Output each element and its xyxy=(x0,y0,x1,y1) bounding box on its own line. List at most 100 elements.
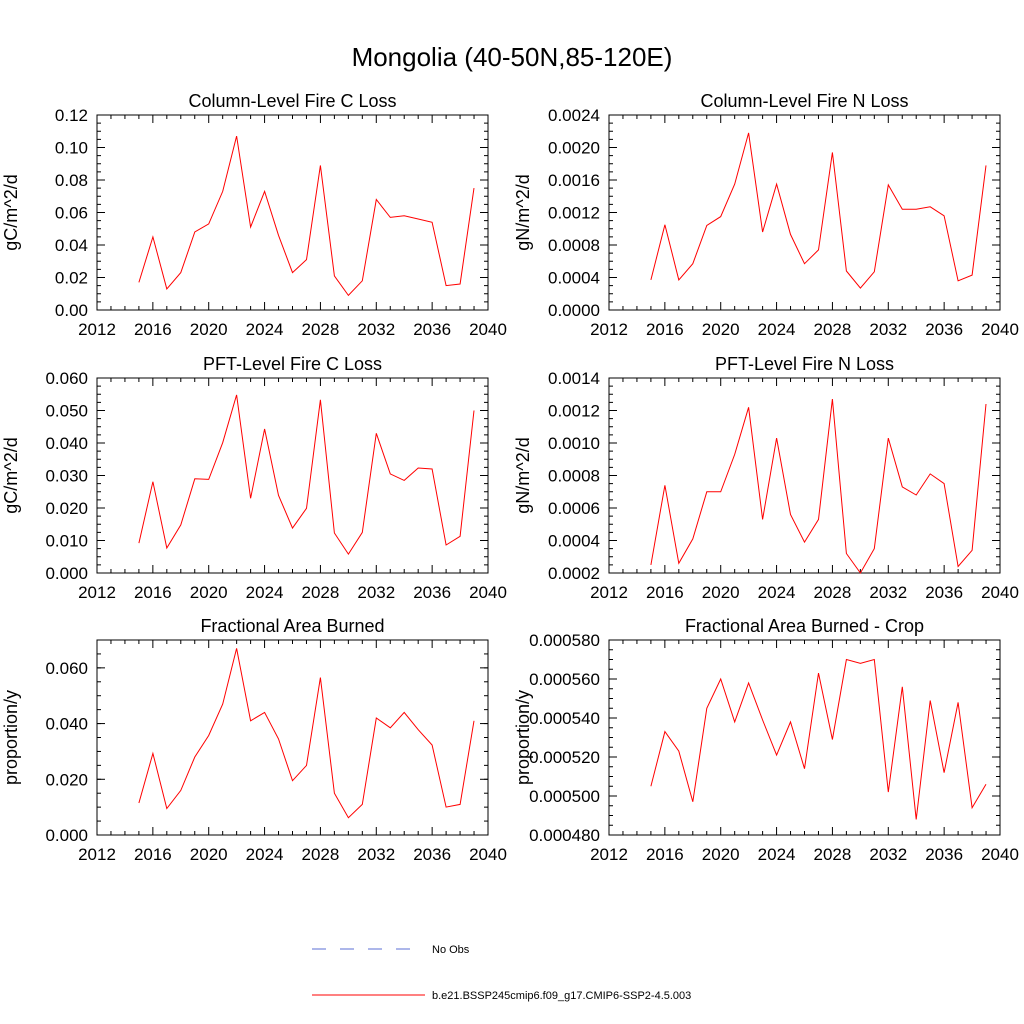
y-tick-label: 0.0020 xyxy=(548,139,600,158)
y-tick-label: 0.0016 xyxy=(548,171,600,190)
y-tick-label: 0.000500 xyxy=(529,787,600,806)
x-tick-label: 2016 xyxy=(646,583,684,602)
x-tick-label: 2040 xyxy=(469,320,507,339)
x-tick-label: 2040 xyxy=(981,845,1019,864)
series-line xyxy=(138,394,475,556)
x-tick-label: 2032 xyxy=(869,583,907,602)
x-tick-label: 2020 xyxy=(702,845,740,864)
x-tick-label: 2012 xyxy=(590,320,628,339)
x-tick-label: 2012 xyxy=(590,845,628,864)
chart-panel-5: 2012 2016 2020 2024 2028 2032 2036 2040 0.000 0.0… xyxy=(1,616,507,864)
y-tick-label: 0.060 xyxy=(45,369,88,388)
chart-title: Column-Level Fire N Loss xyxy=(700,91,908,111)
y-tick-label: 0.12 xyxy=(55,106,88,125)
x-tick-label: 2032 xyxy=(869,320,907,339)
x-tick-label: 2024 xyxy=(246,845,284,864)
x-tick-label: 2020 xyxy=(190,845,228,864)
y-tick-label: 0.08 xyxy=(55,171,88,190)
x-tick-label: 2024 xyxy=(758,845,796,864)
y-tick-label: 0.030 xyxy=(45,467,88,486)
x-tick-label: 2028 xyxy=(302,845,340,864)
y-tick-label: 0.000520 xyxy=(529,748,600,767)
y-tick-label: 0.0010 xyxy=(548,434,600,453)
x-tick-label: 2020 xyxy=(702,320,740,339)
y-tick-label: 0.060 xyxy=(45,659,88,678)
y-tick-label: 0.06 xyxy=(55,204,88,223)
chart-panel-6: 2012 2016 2020 2024 2028 2032 2036 2040 0.000480… xyxy=(513,616,1019,864)
y-tick-label: 0.0024 xyxy=(548,106,600,125)
x-tick-label: 2012 xyxy=(78,320,116,339)
x-tick-label: 2020 xyxy=(702,583,740,602)
y-axis-label: proportion/y xyxy=(513,690,533,785)
x-tick-label: 2016 xyxy=(646,320,684,339)
y-tick-label: 0.0000 xyxy=(548,301,600,320)
x-tick-label: 2016 xyxy=(134,320,172,339)
series-line xyxy=(138,648,475,819)
legend-label-model: b.e21.BSSP245cmip6.f09_g17.CMIP6-SSP2-4.… xyxy=(432,990,691,1002)
x-tick-label: 2028 xyxy=(302,583,340,602)
x-tick-label: 2028 xyxy=(814,845,852,864)
chart-title: PFT-Level Fire N Loss xyxy=(715,354,894,374)
x-tick-label: 2016 xyxy=(134,845,172,864)
series-line xyxy=(650,399,987,574)
y-tick-label: 0.0008 xyxy=(548,236,600,255)
y-tick-label: 0.050 xyxy=(45,402,88,421)
x-tick-label: 2012 xyxy=(590,583,628,602)
x-tick-label: 2036 xyxy=(413,320,451,339)
y-tick-label: 0.020 xyxy=(45,770,88,789)
y-tick-label: 0.04 xyxy=(55,236,88,255)
x-tick-label: 2024 xyxy=(758,583,796,602)
x-tick-label: 2028 xyxy=(814,320,852,339)
y-tick-label: 0.0002 xyxy=(548,564,600,583)
x-tick-label: 2036 xyxy=(925,320,963,339)
y-tick-label: 0.02 xyxy=(55,269,88,288)
x-tick-label: 2032 xyxy=(869,845,907,864)
y-axis-label: proportion/y xyxy=(1,690,21,785)
chart-title: PFT-Level Fire C Loss xyxy=(203,354,382,374)
chart-panel-3: 2012 2016 2020 2024 2028 2032 2036 2040 0.000 0.0… xyxy=(1,354,507,602)
y-tick-label: 0.000 xyxy=(45,564,88,583)
x-tick-label: 2036 xyxy=(925,845,963,864)
y-tick-label: 0.000580 xyxy=(529,631,600,650)
x-tick-label: 2040 xyxy=(981,320,1019,339)
x-tick-label: 2028 xyxy=(814,583,852,602)
y-tick-label: 0.020 xyxy=(45,499,88,518)
x-tick-label: 2040 xyxy=(469,583,507,602)
chart-panel-1: 2012 2016 2020 2024 2028 2032 2036 2040 0.00 0.02… xyxy=(1,91,507,339)
y-axis-label: gN/m^2/d xyxy=(513,437,533,513)
y-tick-label: 0.040 xyxy=(45,434,88,453)
x-tick-label: 2020 xyxy=(190,583,228,602)
series-line xyxy=(650,132,987,289)
y-tick-label: 0.0008 xyxy=(548,467,600,486)
x-tick-label: 2020 xyxy=(190,320,228,339)
y-tick-label: 0.0004 xyxy=(548,269,600,288)
y-axis-label: gN/m^2/d xyxy=(513,174,533,250)
y-tick-label: 0.010 xyxy=(45,532,88,551)
figure-title: Mongolia (40-50N,85-120E) xyxy=(352,42,673,72)
chart-panel-4: 2012 2016 2020 2024 2028 2032 2036 2040 0.0002 0.… xyxy=(513,354,1019,602)
y-tick-label: 0.000560 xyxy=(529,670,600,689)
y-tick-label: 0.00 xyxy=(55,301,88,320)
y-axis-label: gC/m^2/d xyxy=(1,437,21,513)
legend: No Obs b.e21.BSSP245cmip6.f09_g17.CMIP6-… xyxy=(312,944,691,1002)
y-tick-label: 0.000540 xyxy=(529,709,600,728)
x-tick-label: 2016 xyxy=(646,845,684,864)
y-tick-label: 0.040 xyxy=(45,715,88,734)
x-tick-label: 2040 xyxy=(981,583,1019,602)
x-tick-label: 2040 xyxy=(469,845,507,864)
series-line xyxy=(138,135,475,297)
x-tick-label: 2016 xyxy=(134,583,172,602)
y-tick-label: 0.0004 xyxy=(548,532,600,551)
x-tick-label: 2028 xyxy=(302,320,340,339)
legend-label-obs: No Obs xyxy=(432,944,470,956)
y-tick-label: 0.000480 xyxy=(529,826,600,845)
chart-title: Fractional Area Burned - Crop xyxy=(685,616,924,636)
y-axis-label: gC/m^2/d xyxy=(1,174,21,250)
chart-title: Column-Level Fire C Loss xyxy=(188,91,396,111)
x-tick-label: 2024 xyxy=(246,583,284,602)
y-tick-label: 0.0014 xyxy=(548,369,600,388)
x-tick-label: 2024 xyxy=(246,320,284,339)
y-tick-label: 0.000 xyxy=(45,826,88,845)
